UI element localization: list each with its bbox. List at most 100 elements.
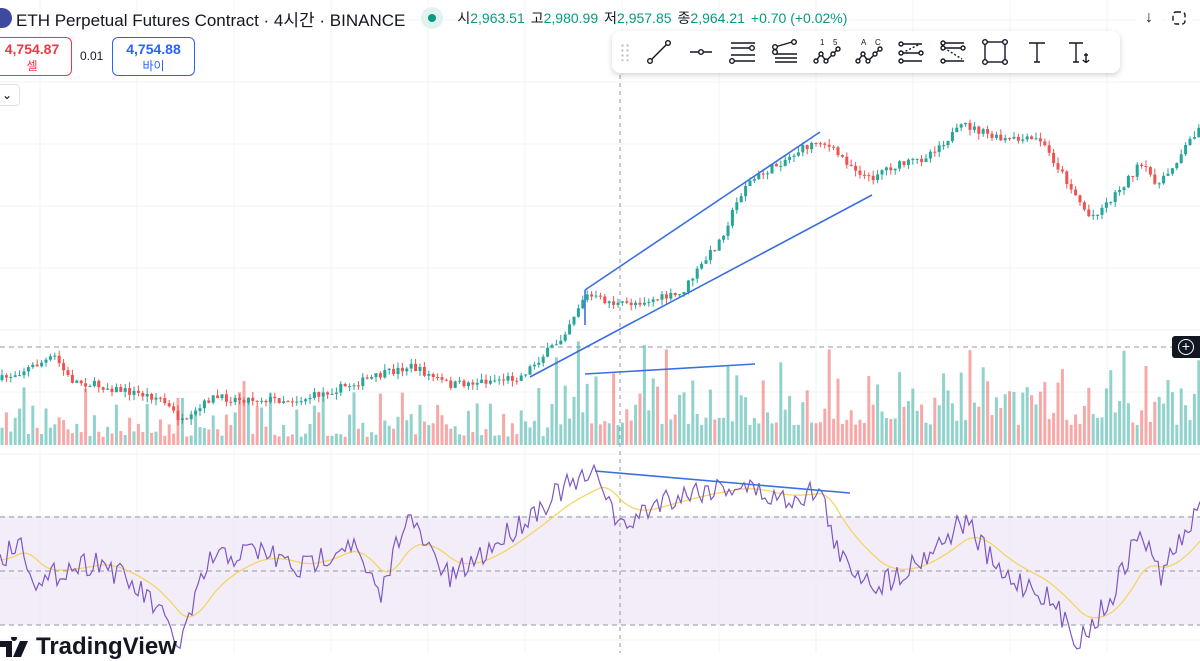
candle: [735, 202, 739, 210]
volume-bar: [682, 392, 686, 445]
volume-bar: [238, 392, 242, 445]
candle: [229, 401, 233, 403]
volume-bar: [651, 378, 655, 445]
fib-retracement-tool-icon[interactable]: [892, 35, 930, 69]
svg-text:5: 5: [833, 38, 838, 47]
volume-bar: [414, 434, 418, 445]
candle: [616, 302, 620, 305]
volume-bar: [1118, 401, 1122, 445]
volume-bar: [959, 372, 963, 445]
candle: [321, 392, 325, 397]
text-tool-icon[interactable]: [1018, 35, 1056, 69]
rectangle-tool-icon[interactable]: [976, 35, 1014, 69]
volume-bar: [955, 420, 959, 445]
candle: [994, 134, 998, 138]
volume-bar: [431, 423, 435, 445]
volume-bar: [128, 417, 132, 445]
candle: [1078, 195, 1082, 203]
parallel-channel-tool-icon[interactable]: [724, 35, 762, 69]
volume-bar: [356, 428, 360, 445]
candle: [22, 371, 26, 376]
volume-bar: [1082, 405, 1086, 445]
pitchfork-tool-icon[interactable]: [766, 35, 804, 69]
add-price-alert-icon[interactable]: +: [1172, 336, 1200, 358]
volume-bar: [484, 429, 488, 445]
candle: [88, 386, 92, 388]
volume-bar: [53, 424, 57, 445]
symbol-logo-icon: [0, 8, 12, 28]
candle: [906, 159, 910, 166]
volume-bar: [1144, 366, 1148, 445]
volume-bar: [532, 420, 536, 445]
volume-bar: [766, 412, 770, 445]
volume-bar: [598, 424, 602, 445]
volume-bar: [409, 414, 413, 445]
candle: [136, 390, 140, 393]
volume-bar: [519, 410, 523, 445]
volume-bar: [1113, 412, 1117, 445]
fullscreen-icon[interactable]: [1166, 5, 1192, 31]
volume-bar: [44, 408, 48, 445]
buy-button[interactable]: 4,754.88 바이: [112, 37, 195, 76]
candle: [840, 155, 844, 157]
candle: [312, 392, 316, 398]
anchored-text-tool-icon[interactable]: [1060, 35, 1098, 69]
volume-bar: [66, 429, 70, 445]
candle: [286, 401, 290, 403]
volume-bar: [581, 412, 585, 445]
candle: [290, 401, 294, 403]
volume-bar: [950, 403, 954, 445]
candle: [1087, 209, 1091, 217]
drag-handle[interactable]: [620, 43, 630, 61]
candle: [836, 147, 840, 156]
candle: [981, 129, 985, 134]
volume-bar: [458, 434, 462, 445]
volume-bar: [898, 372, 902, 445]
candle: [1060, 169, 1064, 172]
candle: [568, 324, 572, 335]
candle: [317, 392, 321, 397]
volume-bar: [1065, 419, 1069, 445]
candle: [502, 379, 506, 381]
scroll-down-icon[interactable]: ↓: [1136, 5, 1162, 31]
candle: [959, 124, 963, 128]
collapse-chevron-icon[interactable]: ⌄: [0, 84, 20, 106]
volume-bar: [62, 420, 66, 445]
candle: [757, 173, 761, 180]
candle: [506, 376, 510, 381]
volume-bar: [383, 420, 387, 445]
volume-bar: [902, 406, 906, 445]
tradingview-logo[interactable]: TradingView: [0, 633, 177, 661]
volume-bar: [546, 427, 550, 445]
trend-line-tool-icon[interactable]: [640, 35, 678, 69]
candle: [145, 393, 149, 397]
volume-bar: [348, 414, 352, 445]
volume-bar: [97, 431, 101, 445]
volume-bar: [1030, 395, 1034, 445]
volume-bar: [884, 417, 888, 445]
volume-bar: [713, 419, 717, 445]
fib-extension-tool-icon[interactable]: [934, 35, 972, 69]
volume-bar: [999, 407, 1003, 445]
horizontal-ray-tool-icon[interactable]: [682, 35, 720, 69]
market-status-icon[interactable]: [421, 7, 444, 29]
candle: [770, 164, 774, 174]
volume-bar: [154, 431, 158, 445]
volume-bar: [642, 345, 646, 445]
candle: [937, 145, 941, 153]
volume-bar: [1104, 388, 1108, 445]
volume-bar: [1175, 424, 1179, 445]
volume-bar: [964, 420, 968, 445]
symbol-title[interactable]: ETH Perpetual Futures Contract · 4시간 · B…: [16, 10, 406, 30]
volume-bar: [1109, 370, 1113, 445]
volume-bar: [752, 418, 756, 445]
sell-button[interactable]: 4,754.87 셀: [0, 37, 72, 76]
candle: [277, 398, 281, 403]
candle: [783, 159, 787, 166]
volume-bar: [286, 436, 290, 445]
volume-bar: [1056, 382, 1060, 445]
volume-bar: [722, 417, 726, 445]
